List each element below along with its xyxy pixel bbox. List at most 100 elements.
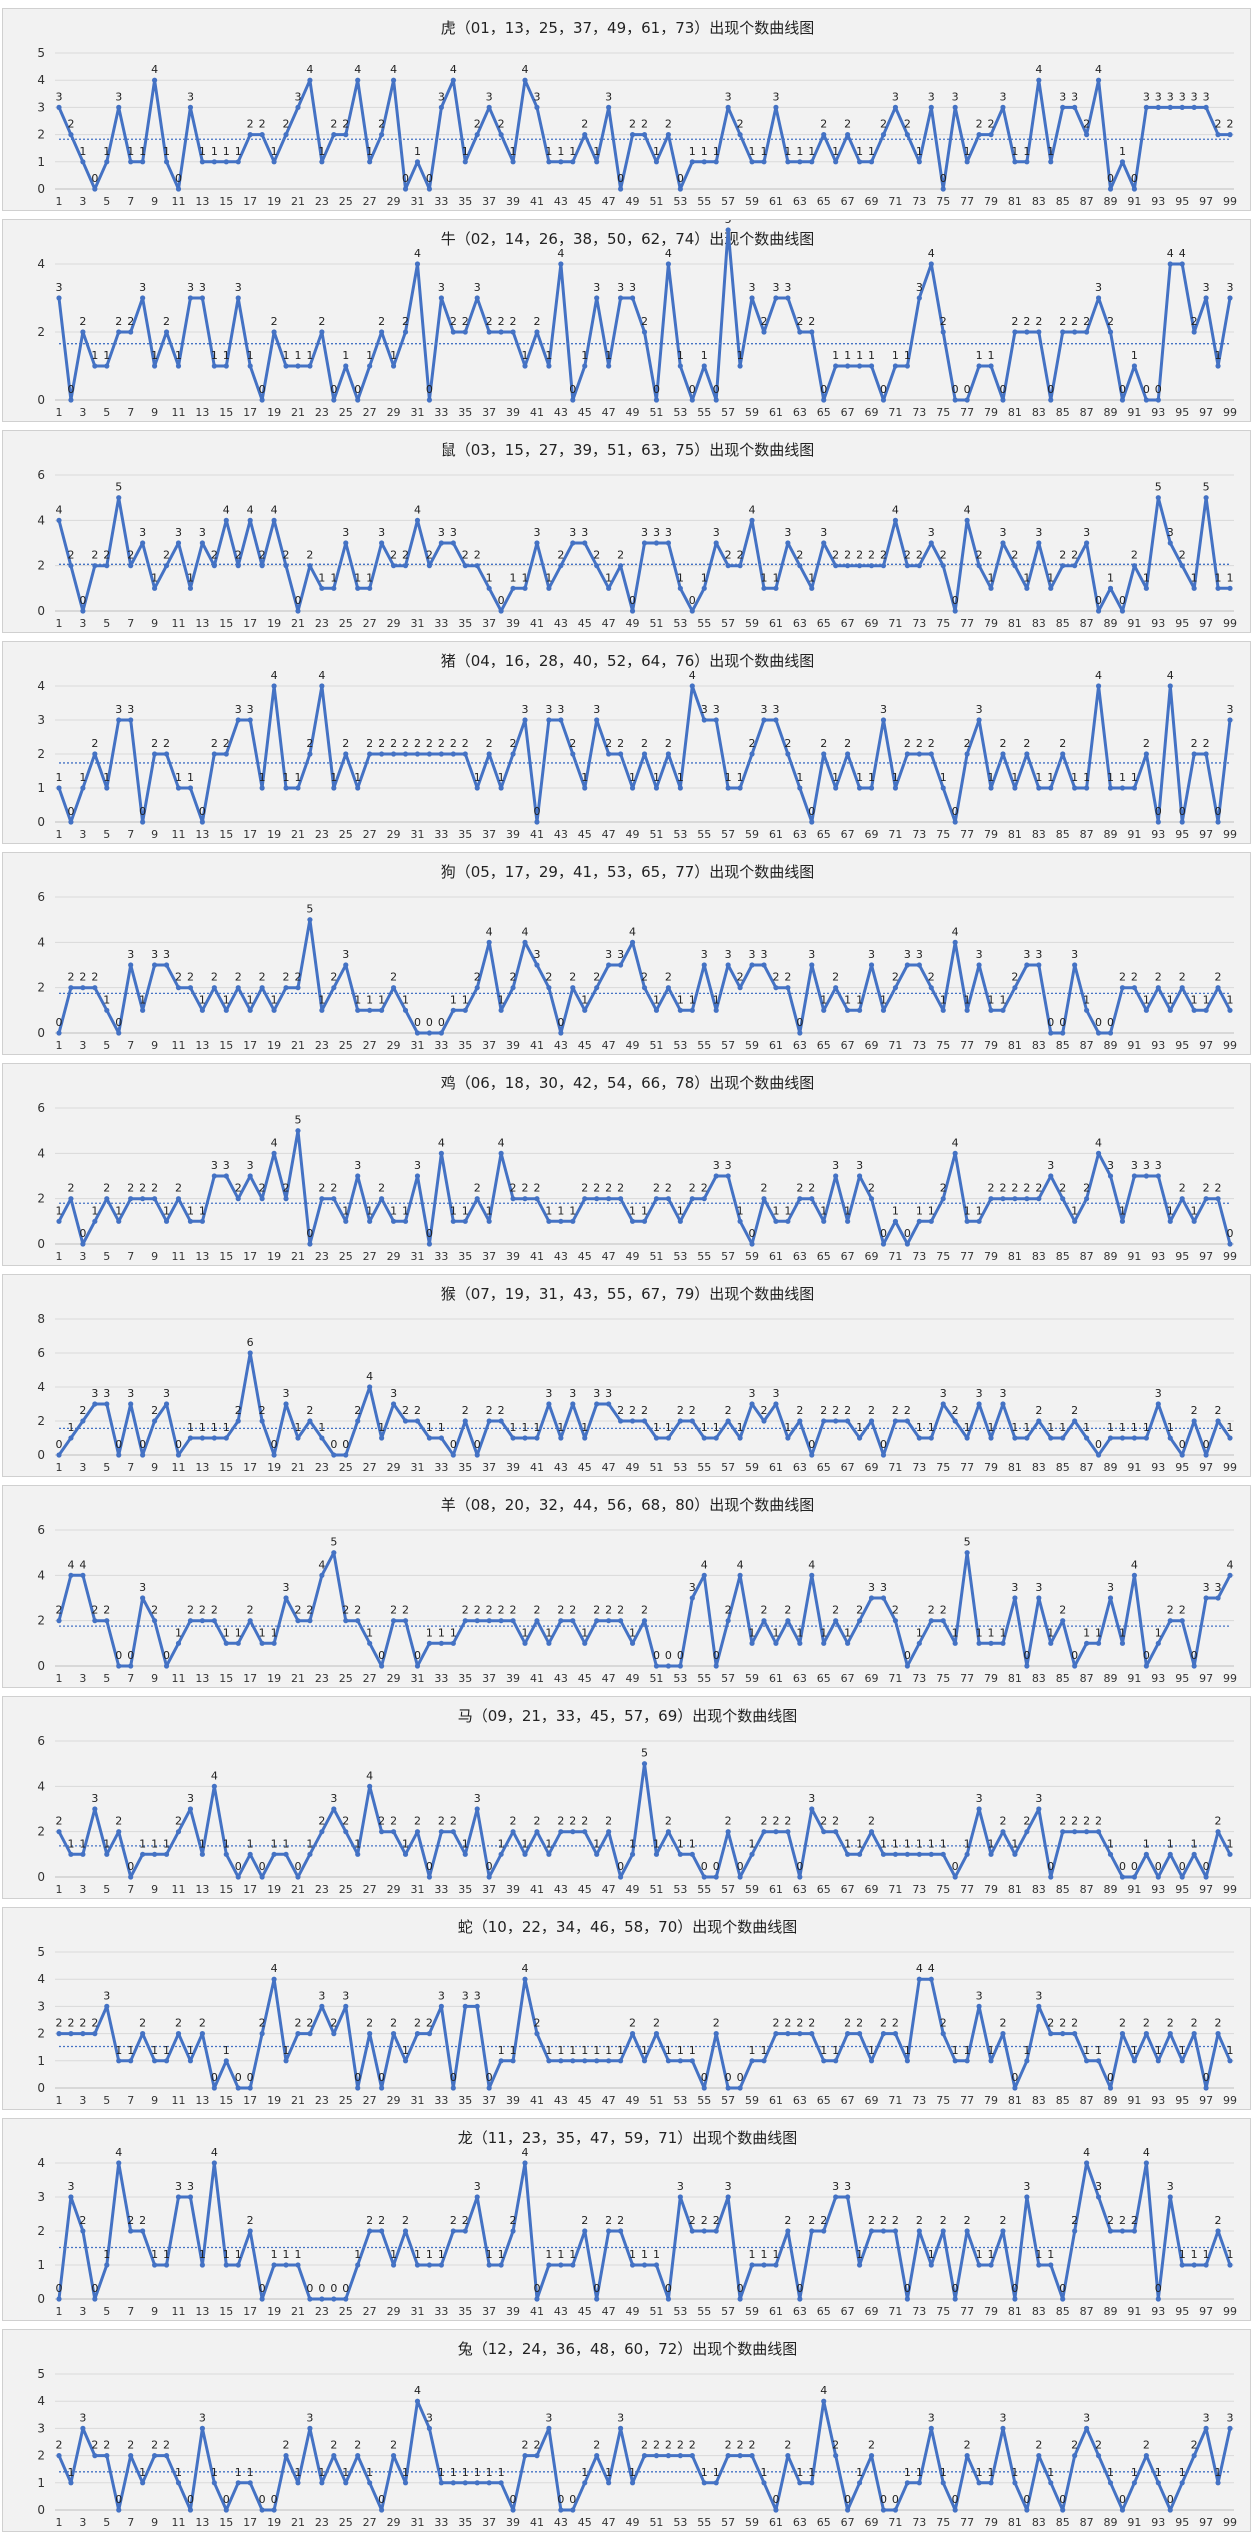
data-point — [785, 1829, 791, 1835]
data-point — [689, 1418, 695, 1424]
data-label: 2 — [533, 1815, 540, 1828]
data-label: 1 — [199, 1204, 206, 1217]
data-point — [510, 2058, 516, 2064]
x-tick-label: 55 — [697, 1461, 711, 1474]
data-label: 2 — [390, 2439, 397, 2452]
data-point — [665, 2058, 671, 2064]
x-tick-label: 85 — [1056, 195, 1070, 208]
data-label: 0 — [330, 383, 337, 396]
data-point — [880, 397, 887, 403]
x-tick-label: 97 — [1199, 1250, 1213, 1263]
data-label: 2 — [330, 118, 337, 131]
data-label: 2 — [1215, 1182, 1222, 1195]
data-label: 0 — [1119, 1860, 1126, 1873]
data-label: 2 — [318, 1815, 325, 1828]
data-label: 2 — [1215, 971, 1222, 984]
data-label: 2 — [677, 1404, 684, 1417]
x-tick-label: 33 — [434, 1039, 448, 1052]
data-point — [606, 363, 612, 369]
data-label: 1 — [438, 2466, 445, 2479]
data-point — [1024, 751, 1030, 757]
data-point — [259, 563, 265, 569]
data-point — [355, 1173, 361, 1179]
data-point — [223, 1640, 229, 1646]
x-tick-label: 85 — [1056, 2516, 1070, 2529]
data-point — [1131, 2480, 1138, 2486]
data-label: 1 — [522, 1837, 529, 1850]
data-point — [426, 1030, 433, 1036]
data-label: 3 — [1035, 1581, 1042, 1594]
data-point — [1048, 397, 1054, 403]
x-tick-label: 51 — [649, 1039, 663, 1052]
data-label: 2 — [784, 2017, 791, 2030]
data-point — [1107, 1595, 1114, 1601]
data-point — [1060, 563, 1066, 569]
data-label: 1 — [235, 145, 242, 158]
chart-title: 马（09，21，33，45，57，69）出现个数曲线图 — [458, 1707, 798, 1725]
data-point — [1227, 1435, 1233, 1441]
data-label: 2 — [533, 2439, 540, 2452]
data-label: 4 — [1167, 669, 1174, 682]
data-label: 1 — [187, 1421, 194, 1434]
data-point — [1060, 2507, 1066, 2513]
data-label: 3 — [1071, 948, 1078, 961]
x-tick-label: 57 — [721, 617, 735, 630]
data-label: 0 — [665, 1649, 672, 1662]
data-point — [128, 2058, 134, 2064]
data-label: 2 — [844, 1404, 851, 1417]
data-label: 1 — [1191, 2248, 1198, 2261]
data-point — [426, 1241, 433, 1247]
data-label: 0 — [56, 2282, 63, 2295]
data-point — [641, 329, 648, 335]
data-point — [163, 1401, 170, 1407]
data-label: 3 — [928, 90, 935, 103]
x-tick-label: 65 — [817, 1461, 831, 1474]
data-label: 2 — [235, 1182, 242, 1195]
data-label: 2 — [868, 1182, 875, 1195]
data-label: 1 — [1047, 571, 1054, 584]
data-label: 1 — [223, 2044, 230, 2057]
x-tick-label: 65 — [817, 406, 831, 419]
data-label: 2 — [294, 2017, 301, 2030]
x-tick-label: 13 — [195, 1672, 209, 1685]
data-point — [1143, 2031, 1149, 2037]
data-label: 4 — [211, 2146, 218, 2159]
data-label: 3 — [689, 1581, 696, 1594]
data-label: 2 — [832, 1604, 839, 1617]
data-point — [1155, 397, 1161, 403]
data-label: 1 — [103, 2248, 110, 2261]
x-tick-label: 63 — [793, 2516, 807, 2529]
data-point — [1084, 2425, 1090, 2431]
x-tick-label: 27 — [363, 1250, 377, 1263]
data-label: 3 — [235, 281, 242, 294]
x-tick-label: 43 — [554, 2516, 568, 2529]
data-point — [390, 1218, 397, 1224]
data-point — [928, 104, 934, 110]
data-label: 4 — [737, 1558, 744, 1571]
data-point — [474, 2194, 480, 2200]
data-point — [952, 397, 958, 403]
data-point — [928, 985, 934, 991]
x-tick-label: 61 — [769, 828, 783, 841]
data-point — [558, 1218, 564, 1224]
data-point — [379, 540, 385, 546]
x-tick-label: 73 — [912, 406, 926, 419]
data-label: 0 — [342, 1438, 349, 1451]
x-tick-label: 51 — [649, 406, 663, 419]
data-point — [976, 2262, 982, 2268]
x-tick-label: 17 — [243, 406, 257, 419]
data-point — [151, 1618, 158, 1624]
data-label: 1 — [988, 993, 995, 1006]
x-tick-label: 5 — [103, 828, 110, 841]
data-label: 2 — [1179, 1182, 1186, 1195]
data-point — [498, 2262, 504, 2268]
data-label: 0 — [1011, 2282, 1018, 2295]
data-point — [725, 104, 731, 110]
data-label: 5 — [115, 481, 122, 494]
data-label: 1 — [581, 771, 588, 784]
data-point — [104, 1851, 110, 1857]
x-tick-label: 41 — [530, 828, 544, 841]
data-point — [689, 397, 695, 403]
x-tick-label: 19 — [267, 1883, 281, 1896]
